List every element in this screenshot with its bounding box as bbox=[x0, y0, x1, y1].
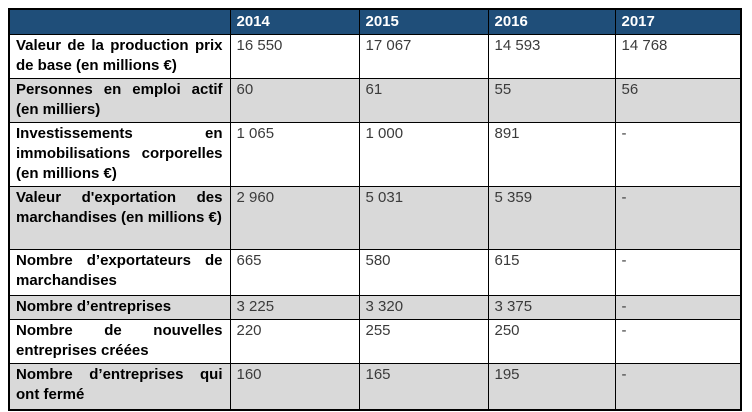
row-label: Valeur de la production prix de base (en… bbox=[8, 34, 231, 79]
cell-value: 5 031 bbox=[358, 186, 489, 250]
cell-value: - bbox=[614, 249, 742, 296]
row-label: Nombre d’exportateurs de marchandises bbox=[8, 249, 231, 296]
table-row: Nombre d’entreprises 3 225 3 320 3 375 - bbox=[8, 295, 742, 320]
cell-value: 5 359 bbox=[487, 186, 616, 250]
header-year-2017: 2017 bbox=[614, 8, 742, 35]
cell-value: 2 960 bbox=[229, 186, 360, 250]
table-row: Nombre d’exportateurs de marchandises 66… bbox=[8, 249, 742, 296]
table-row: Nombre de nouvelles entreprises créées 2… bbox=[8, 319, 742, 364]
cell-value: 17 067 bbox=[358, 34, 489, 79]
cell-value: 61 bbox=[358, 78, 489, 123]
cell-value: 195 bbox=[487, 363, 616, 411]
cell-value: 1 000 bbox=[358, 122, 489, 187]
cell-value: 3 320 bbox=[358, 295, 489, 320]
cell-value: 665 bbox=[229, 249, 360, 296]
row-label: Nombre d’entreprises qui ont fermé bbox=[8, 363, 231, 411]
cell-value: 16 550 bbox=[229, 34, 360, 79]
cell-value: 220 bbox=[229, 319, 360, 364]
cell-value: 3 225 bbox=[229, 295, 360, 320]
cell-value: 3 375 bbox=[487, 295, 616, 320]
cell-value: 891 bbox=[487, 122, 616, 187]
cell-value: 255 bbox=[358, 319, 489, 364]
row-label: Nombre de nouvelles entreprises créées bbox=[8, 319, 231, 364]
cell-value: 55 bbox=[487, 78, 616, 123]
cell-value: - bbox=[614, 295, 742, 320]
table-row: Investissements en immobilisations corpo… bbox=[8, 122, 742, 187]
header-corner-cell bbox=[8, 8, 231, 35]
cell-value: 14 768 bbox=[614, 34, 742, 79]
cell-value: 60 bbox=[229, 78, 360, 123]
table-row: Valeur d'exportation des marchandises (e… bbox=[8, 186, 742, 250]
cell-value: 160 bbox=[229, 363, 360, 411]
row-label: Personnes en emploi actif (en milliers) bbox=[8, 78, 231, 123]
row-label: Nombre d’entreprises bbox=[8, 295, 231, 320]
cell-value: 615 bbox=[487, 249, 616, 296]
table-row: Nombre d’entreprises qui ont fermé 160 1… bbox=[8, 363, 742, 411]
row-label: Investissements en immobilisations corpo… bbox=[8, 122, 231, 187]
cell-value: 580 bbox=[358, 249, 489, 296]
header-year-2015: 2015 bbox=[358, 8, 489, 35]
table-row: Valeur de la production prix de base (en… bbox=[8, 34, 742, 79]
cell-value: 250 bbox=[487, 319, 616, 364]
row-label: Valeur d'exportation des marchandises (e… bbox=[8, 186, 231, 250]
table-row: Personnes en emploi actif (en milliers) … bbox=[8, 78, 742, 123]
cell-value: - bbox=[614, 363, 742, 411]
header-year-2014: 2014 bbox=[229, 8, 360, 35]
cell-value: 14 593 bbox=[487, 34, 616, 79]
header-year-2016: 2016 bbox=[487, 8, 616, 35]
cell-value: - bbox=[614, 186, 742, 250]
cell-value: - bbox=[614, 319, 742, 364]
table-header-row: 2014 2015 2016 2017 bbox=[8, 8, 742, 35]
cell-value: 1 065 bbox=[229, 122, 360, 187]
cell-value: - bbox=[614, 122, 742, 187]
indicators-table: 2014 2015 2016 2017 Valeur de la product… bbox=[8, 8, 742, 411]
cell-value: 165 bbox=[358, 363, 489, 411]
cell-value: 56 bbox=[614, 78, 742, 123]
